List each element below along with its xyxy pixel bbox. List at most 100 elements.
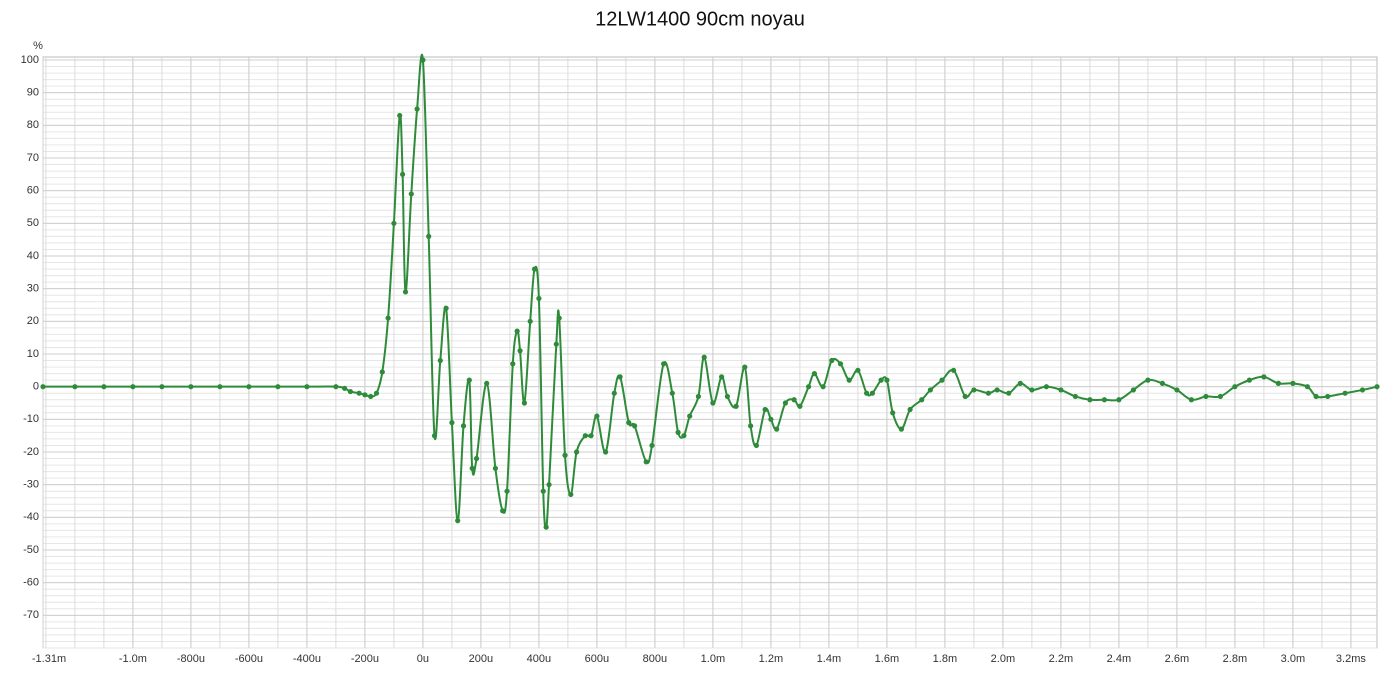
data-point bbox=[72, 384, 78, 390]
data-point bbox=[443, 305, 449, 311]
data-point bbox=[556, 315, 562, 321]
data-point bbox=[420, 57, 426, 63]
x-tick-label: -1.31m bbox=[32, 653, 66, 665]
data-point bbox=[846, 377, 852, 383]
data-point bbox=[681, 433, 687, 439]
data-point bbox=[1159, 380, 1165, 386]
data-point bbox=[829, 357, 835, 364]
y-tick-label: -20 bbox=[23, 446, 39, 458]
data-point bbox=[159, 384, 165, 390]
data-point bbox=[356, 390, 362, 396]
y-tick-label: -30 bbox=[23, 479, 39, 491]
y-tick-label: 100 bbox=[21, 54, 39, 66]
data-point bbox=[408, 191, 414, 197]
data-point bbox=[806, 384, 812, 390]
data-point bbox=[543, 524, 549, 530]
data-point bbox=[971, 387, 977, 393]
data-point bbox=[217, 384, 223, 390]
data-point bbox=[791, 397, 797, 403]
y-tick-label: -40 bbox=[23, 511, 39, 523]
data-point bbox=[391, 220, 397, 226]
data-point bbox=[603, 449, 609, 455]
data-point bbox=[632, 423, 638, 429]
data-point bbox=[527, 318, 533, 324]
data-point bbox=[588, 433, 594, 439]
x-tick-label: 0u bbox=[417, 653, 429, 665]
x-tick-label: 1.2m bbox=[759, 653, 783, 665]
data-point bbox=[661, 361, 667, 367]
data-point bbox=[611, 390, 617, 396]
data-point bbox=[521, 400, 528, 406]
data-point bbox=[855, 367, 861, 373]
data-point bbox=[1101, 397, 1107, 403]
x-tick-label: -1.0m bbox=[119, 653, 147, 665]
data-point bbox=[546, 482, 552, 488]
data-point bbox=[811, 371, 818, 377]
data-point bbox=[40, 384, 46, 390]
data-point bbox=[907, 406, 913, 413]
data-point bbox=[748, 423, 754, 429]
y-tick-label: 60 bbox=[27, 185, 39, 197]
y-tick-label: -60 bbox=[23, 577, 39, 589]
data-point bbox=[643, 459, 649, 465]
data-point bbox=[130, 384, 136, 390]
data-point bbox=[1325, 393, 1331, 400]
data-point bbox=[275, 384, 281, 390]
y-tick-label: 90 bbox=[27, 87, 39, 99]
data-point bbox=[531, 266, 538, 272]
x-tick-label: 2.8m bbox=[1223, 653, 1247, 665]
data-point bbox=[649, 442, 655, 449]
data-point bbox=[431, 433, 438, 439]
data-point bbox=[1261, 374, 1267, 380]
x-tick-label: -800u bbox=[177, 653, 205, 665]
data-point bbox=[927, 387, 934, 393]
y-axis-unit: % bbox=[33, 40, 43, 52]
data-point bbox=[347, 388, 353, 395]
y-tick-label: 0 bbox=[33, 381, 39, 393]
data-point bbox=[837, 361, 844, 367]
data-point bbox=[820, 384, 826, 390]
data-point bbox=[1246, 377, 1252, 383]
data-point bbox=[617, 374, 623, 380]
data-point bbox=[1232, 384, 1238, 390]
data-point bbox=[1017, 380, 1023, 386]
data-point bbox=[1374, 384, 1380, 390]
data-point bbox=[246, 384, 252, 390]
data-point bbox=[1313, 393, 1319, 400]
data-point bbox=[342, 385, 348, 391]
data-point bbox=[1203, 393, 1209, 400]
data-point bbox=[742, 364, 748, 370]
x-tick-label: 600u bbox=[585, 653, 609, 665]
data-point bbox=[562, 452, 568, 458]
data-point bbox=[695, 393, 702, 400]
data-point bbox=[426, 233, 432, 239]
x-tick-label: 1.8m bbox=[933, 653, 957, 665]
x-tick-label: 400u bbox=[527, 653, 551, 665]
y-tick-label: 70 bbox=[27, 152, 39, 164]
data-point bbox=[878, 377, 884, 383]
data-point bbox=[101, 384, 107, 390]
data-point bbox=[1116, 397, 1122, 403]
data-point bbox=[1130, 387, 1136, 393]
data-point bbox=[675, 429, 681, 435]
data-point bbox=[1145, 377, 1151, 383]
data-point bbox=[504, 488, 510, 494]
x-tick-label: 2.2m bbox=[1049, 653, 1073, 665]
data-point bbox=[951, 367, 957, 373]
x-tick-label: 2.4m bbox=[1107, 653, 1131, 665]
y-tick-label: 20 bbox=[27, 315, 39, 327]
data-point bbox=[1087, 397, 1093, 403]
data-point bbox=[1006, 390, 1012, 396]
y-tick-label: 10 bbox=[27, 348, 39, 360]
data-point bbox=[500, 508, 506, 514]
data-point bbox=[782, 400, 789, 406]
data-point bbox=[373, 390, 380, 396]
y-tick-label: -70 bbox=[23, 609, 39, 621]
data-point bbox=[724, 393, 731, 400]
x-tick-label: 1.4m bbox=[817, 653, 841, 665]
data-point bbox=[385, 315, 391, 321]
data-point bbox=[473, 455, 480, 462]
data-point bbox=[762, 406, 768, 413]
data-point bbox=[582, 433, 588, 439]
